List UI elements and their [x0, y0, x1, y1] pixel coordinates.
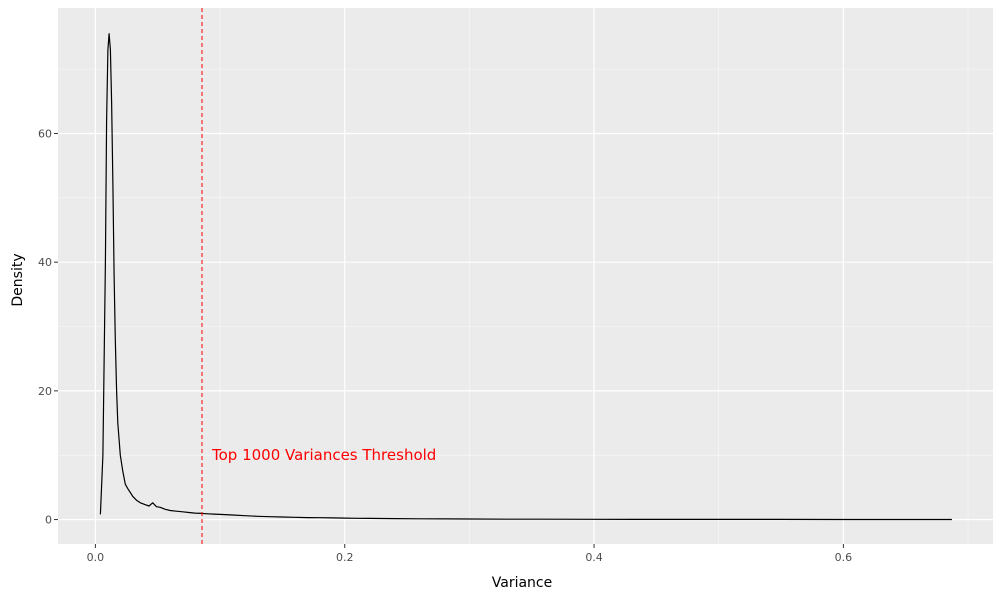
- x-tick-label: 0.6: [835, 551, 853, 564]
- threshold-layer: Top 1000 Variances Threshold: [201, 8, 436, 544]
- y-tick-label: 40: [38, 256, 52, 269]
- y-axis-title: Density: [10, 253, 26, 306]
- panel-background: [58, 8, 993, 544]
- x-axis-title: Variance: [492, 575, 552, 591]
- y-tick-label: 60: [38, 127, 52, 140]
- y-axis-ticks: 0 20 40 60: [38, 127, 58, 527]
- minor-gridlines: [58, 8, 993, 544]
- x-tick-label: 0.2: [336, 551, 354, 564]
- density-curve: [99, 33, 952, 521]
- x-axis-ticks: 0.0 0.2 0.4 0.6: [87, 544, 853, 564]
- x-tick-label: 0.0: [87, 551, 105, 564]
- threshold-label: Top 1000 Variances Threshold: [211, 446, 436, 464]
- y-tick-label: 0: [45, 514, 52, 527]
- series-layer: [99, 33, 952, 521]
- x-tick-label: 0.4: [585, 551, 603, 564]
- y-tick-label: 20: [38, 385, 52, 398]
